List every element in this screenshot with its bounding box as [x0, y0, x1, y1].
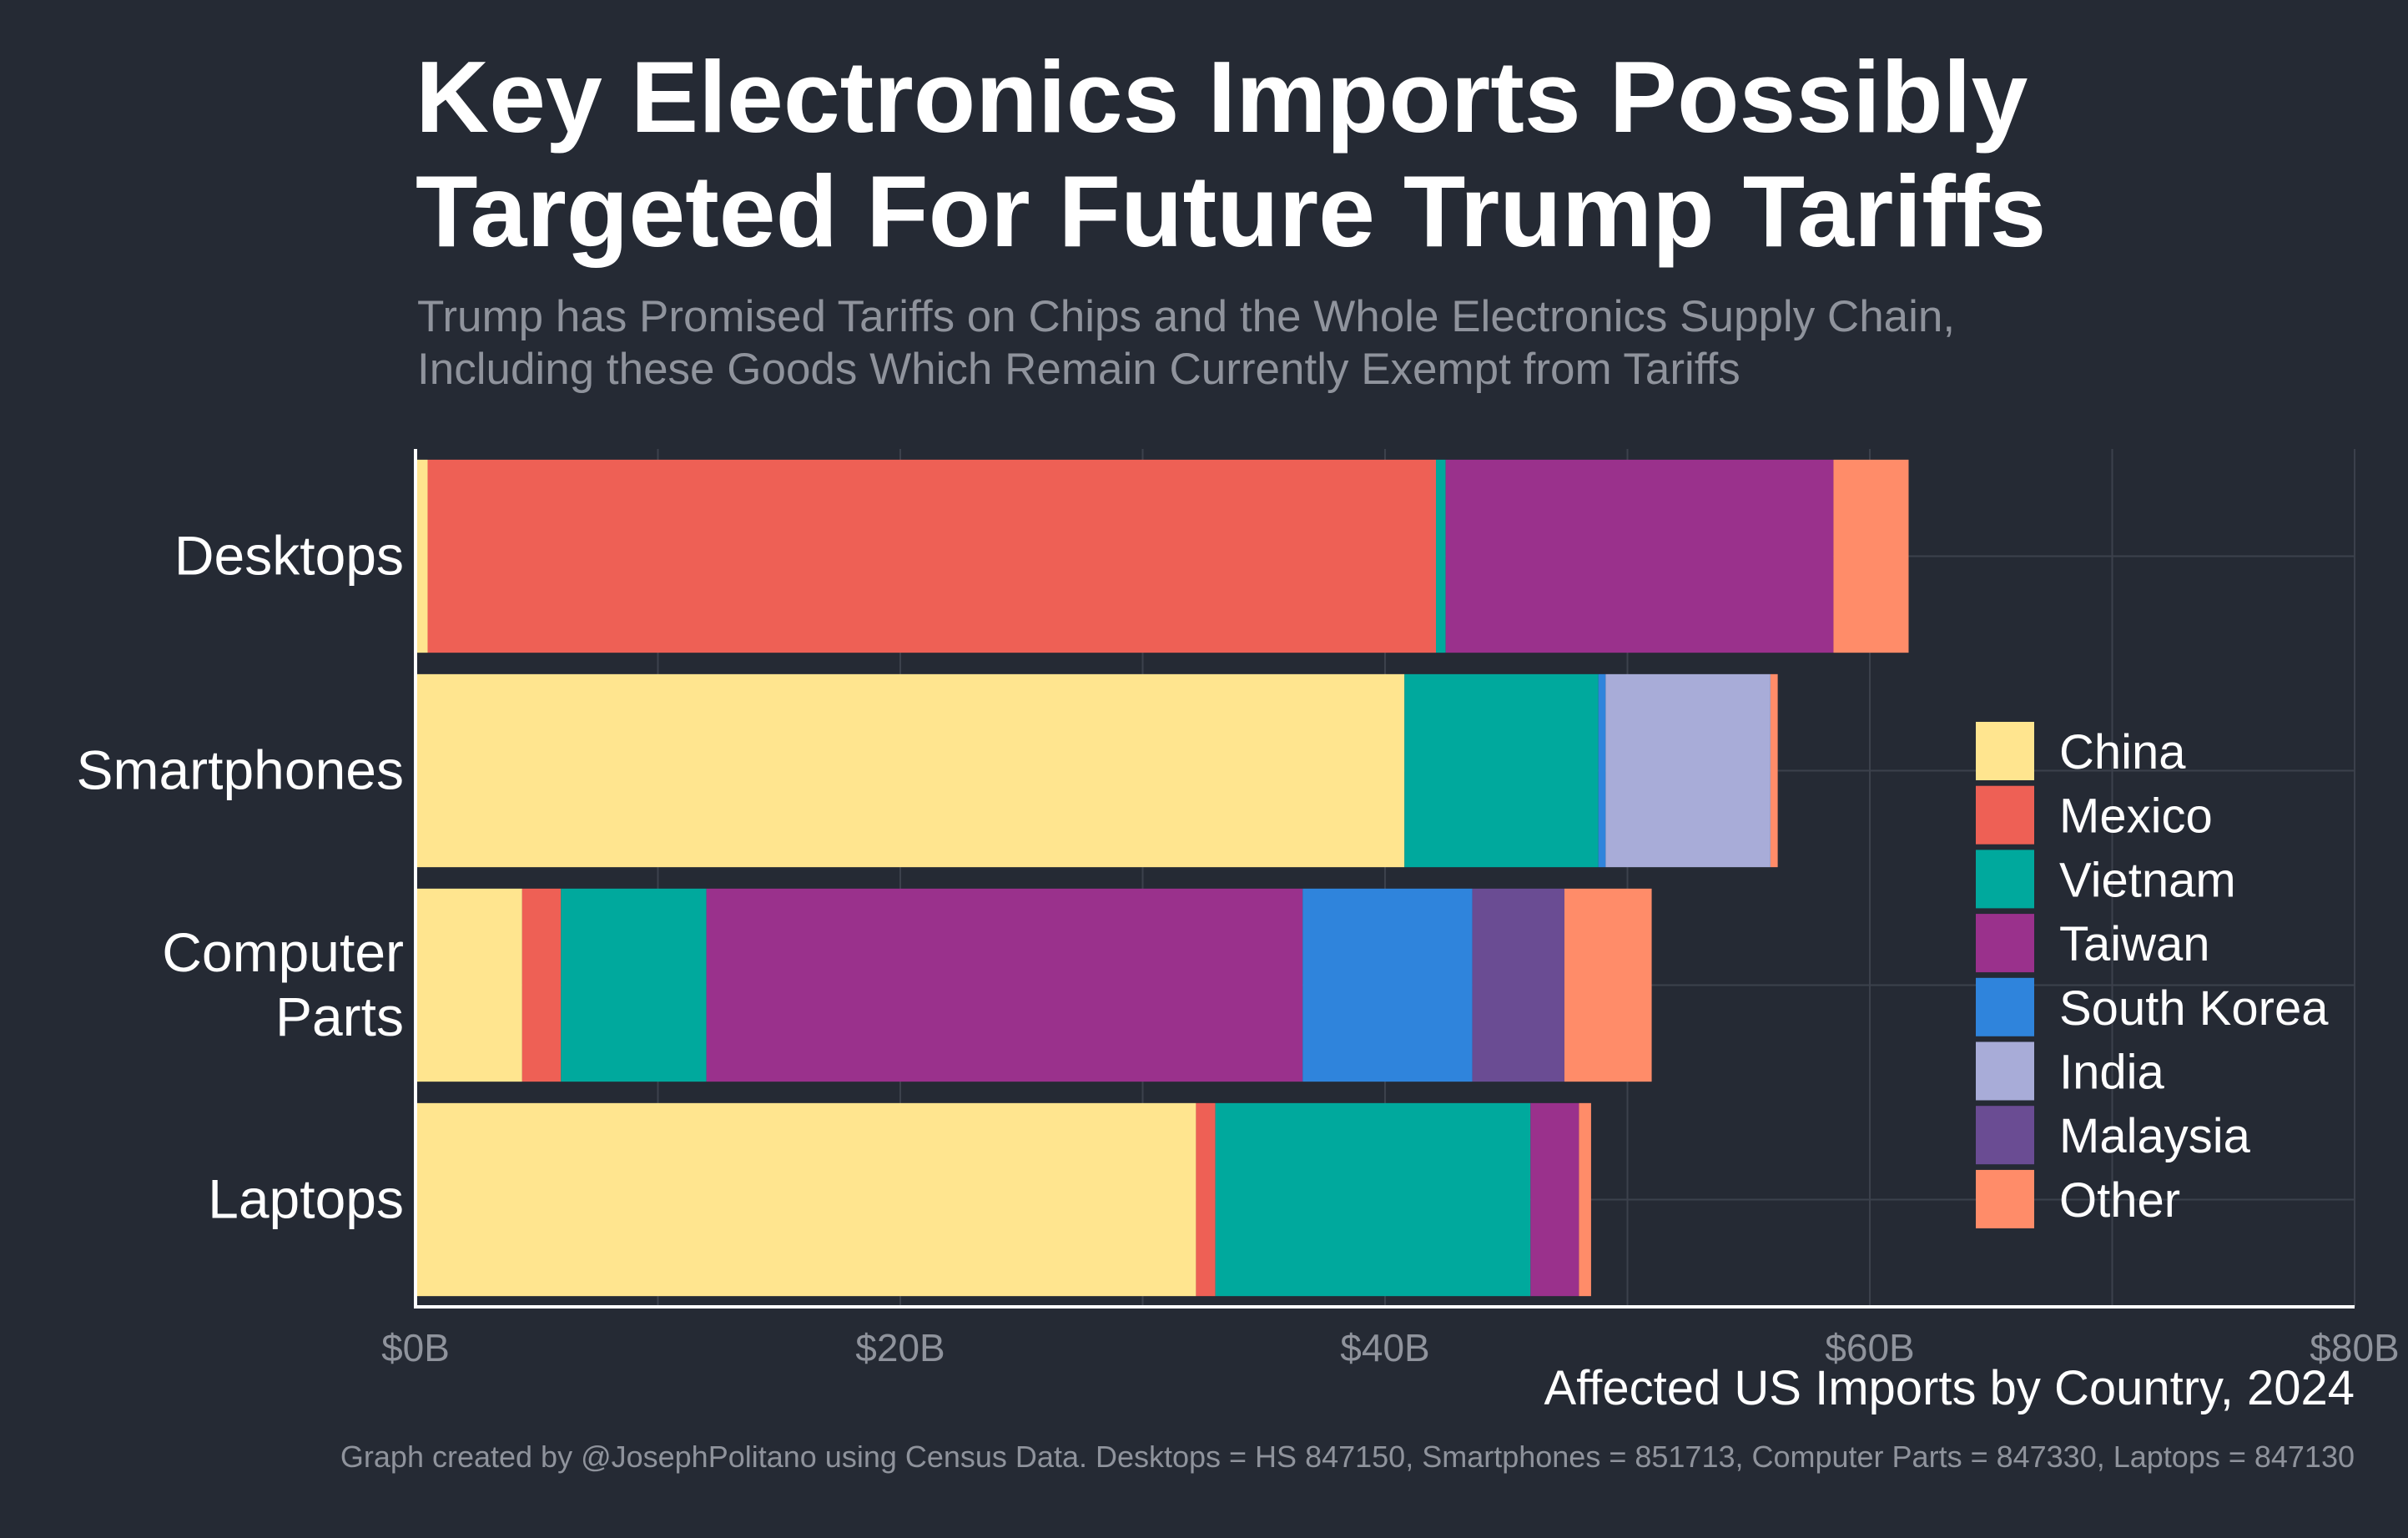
bars [416, 459, 1909, 1297]
bar-segment-laptops-vietnam [1215, 1102, 1531, 1297]
y-tick-label: Computer Parts [162, 921, 404, 1047]
y-tick-label-line: Laptops [208, 1168, 404, 1230]
legend-label-south-korea: South Korea [2059, 981, 2329, 1036]
y-tick-label: Smartphones [76, 739, 404, 801]
x-axis-title: Affected US Imports by Country, 2024 [1544, 1361, 2355, 1415]
legend-label-malaysia: Malaysia [2059, 1109, 2251, 1163]
subtitle-line-1: Trump has Promised Tariffs on Chips and … [417, 292, 1956, 341]
bar-segment-desktops-vietnam [1436, 459, 1446, 653]
bar-segment-desktops-mexico [427, 459, 1437, 653]
y-tick-label: Laptops [208, 1168, 404, 1230]
legend-label-other: Other [2059, 1173, 2180, 1228]
source-caption: Graph created by @JosephPolitano using C… [340, 1440, 2355, 1474]
bar-segment-laptops-other [1579, 1102, 1591, 1297]
bar-segment-smartphones-india [1605, 673, 1771, 868]
bar-segment-laptops-china [416, 1102, 1196, 1297]
title-line-1: Key Electronics Imports Possibly [416, 40, 2028, 154]
bar-segment-smartphones-south-korea [1598, 673, 1606, 868]
legend-swatch-taiwan [1976, 914, 2034, 973]
bar-segment-desktops-other [1833, 459, 1909, 653]
chart-subtitle: Trump has Promised Tariffs on Chips and … [417, 290, 1955, 396]
x-tick-label: $60B [1825, 1326, 1914, 1369]
subtitle-line-2: Including these Goods Which Remain Curre… [417, 345, 1741, 394]
legend-swatch-india [1976, 1041, 2034, 1101]
bar-segment-computer-parts-malaysia [1472, 888, 1564, 1082]
bar-segment-computer-parts-south-korea [1302, 888, 1473, 1082]
y-tick-label-line: Desktops [174, 525, 404, 587]
title-line-2: Targeted For Future Trump Tariffs [416, 154, 2047, 268]
legend-label-china: China [2059, 725, 2186, 779]
legend-label-taiwan: Taiwan [2059, 917, 2210, 971]
bar-segment-desktops-taiwan [1445, 459, 1834, 653]
y-tick-label-line: Parts [275, 986, 404, 1047]
legend-swatch-south-korea [1976, 977, 2034, 1036]
bar-segment-smartphones-china [416, 673, 1405, 868]
legend-swatch-china [1976, 722, 2034, 780]
legend-swatch-vietnam [1976, 850, 2034, 909]
bar-segment-computer-parts-other [1564, 888, 1652, 1082]
y-tick-label-line: Computer [162, 921, 404, 983]
bar-segment-desktops-china [416, 459, 428, 653]
legend-label-mexico: Mexico [2059, 789, 2213, 844]
legend-swatch-malaysia [1976, 1106, 2034, 1165]
y-tick-label-line: Smartphones [76, 739, 404, 801]
legend: China Mexico Vietnam Taiwan South Korea India… [1976, 722, 2329, 1228]
bar-segment-computer-parts-vietnam [561, 888, 707, 1082]
x-tick-label: $80B [2310, 1326, 2399, 1369]
legend-swatch-other [1976, 1169, 2034, 1228]
x-tick-label: $0B [381, 1326, 450, 1369]
legend-label-vietnam: Vietnam [2059, 853, 2236, 907]
axes: $0B $20B $40B $60B $80B Desktops Smartphones Co… [76, 449, 2400, 1415]
bar-segment-smartphones-other [1770, 673, 1778, 868]
legend-swatch-mexico [1976, 785, 2034, 845]
bar-segment-laptops-mexico [1196, 1102, 1216, 1297]
x-tick-label: $20B [855, 1326, 945, 1369]
bar-segment-laptops-taiwan [1530, 1102, 1579, 1297]
x-tick-label: $40B [1340, 1326, 1429, 1369]
bar-segment-computer-parts-china [416, 888, 522, 1082]
bar-segment-smartphones-vietnam [1404, 673, 1599, 868]
bar-segment-computer-parts-mexico [521, 888, 562, 1082]
chart-title: Key Electronics Imports Possibly Targete… [416, 40, 2046, 269]
bar-segment-computer-parts-taiwan [706, 888, 1303, 1082]
legend-label-india: India [2059, 1046, 2165, 1100]
y-tick-label: Desktops [174, 525, 404, 587]
